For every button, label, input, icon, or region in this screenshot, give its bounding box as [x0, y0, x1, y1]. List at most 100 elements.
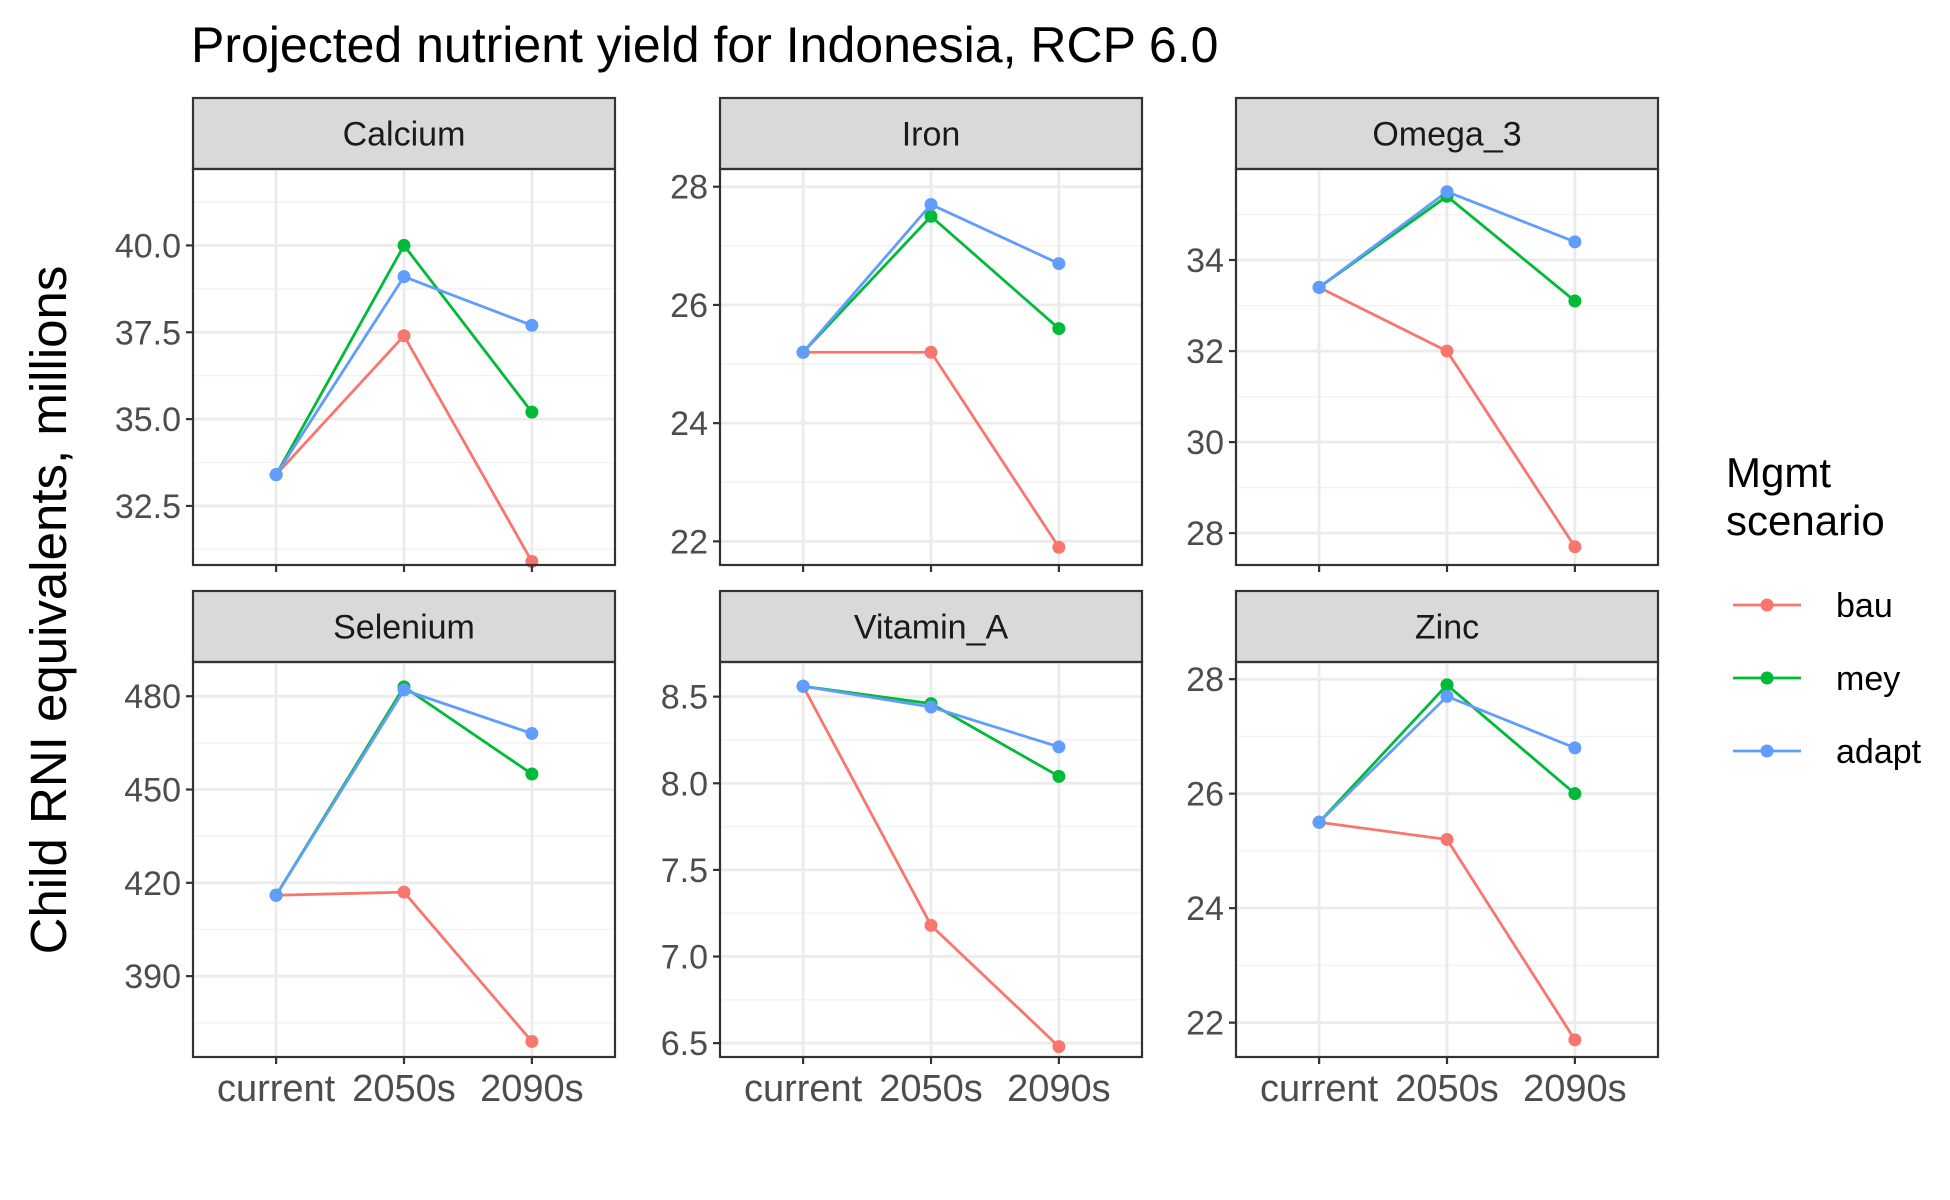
x-tick-label: 2090s: [1523, 1068, 1627, 1110]
facet-strip-label: Calcium: [343, 116, 466, 154]
y-tick-label: 28: [1186, 661, 1224, 699]
y-tick-label: 32: [1186, 333, 1224, 371]
y-tick-label: 26: [1186, 776, 1224, 814]
data-point-bau-2050s: [397, 329, 411, 343]
y-tick-label: 7.5: [661, 852, 708, 890]
legend-label-mey: mey: [1836, 660, 1900, 698]
y-axis-label: Child RNI equivalents, millions: [20, 266, 77, 955]
data-point-mey-2090s: [1052, 322, 1066, 336]
y-tick-label: 22: [1186, 1005, 1224, 1043]
facet-strip-label: Selenium: [333, 609, 475, 647]
x-tick-label: 2090s: [480, 1068, 584, 1110]
data-point-adapt-2090s: [1568, 741, 1582, 755]
y-tick-label: 8.0: [661, 765, 708, 803]
data-point-adapt-current: [796, 345, 810, 359]
data-point-bau-2050s: [397, 885, 411, 899]
facet-panel-iron: Iron 22 24 26 28: [670, 96, 1144, 572]
facet-strip: [191, 589, 617, 664]
facet-strip-label: Zinc: [1415, 609, 1479, 647]
facet-strip: [1234, 96, 1660, 171]
data-point-mey-2090s: [525, 405, 539, 419]
y-tick-label: 35.0: [115, 401, 181, 439]
y-tick-label: 450: [124, 772, 181, 810]
y-tick-label: 26: [670, 287, 708, 325]
data-point-adapt-current: [796, 679, 810, 693]
y-tick-label: 22: [670, 523, 708, 561]
y-tick-label: 420: [124, 865, 181, 903]
facet-panels: Calcium32.535.037.540.0Iron22242628Omega…: [115, 96, 1660, 1110]
data-point-adapt-2090s: [1568, 235, 1582, 249]
data-point-adapt-current: [1312, 280, 1326, 294]
facet-panel-omega_3: Omega_3 28 30 32 34: [1186, 96, 1660, 572]
data-point-bau-2050s: [1440, 832, 1454, 846]
y-tick-label: 32.5: [115, 488, 181, 526]
x-tick-label: 2090s: [1007, 1068, 1111, 1110]
x-tick-label: 2050s: [352, 1068, 456, 1110]
chart-title: Projected nutrient yield for Indonesia, …: [191, 17, 1218, 73]
legend-label-adapt: adapt: [1836, 733, 1922, 771]
data-point-adapt-2090s: [525, 727, 539, 741]
legend-key-point-adapt: [1760, 744, 1774, 758]
y-tick-label: 24: [1186, 890, 1224, 928]
facet-strip-label: Vitamin_A: [854, 609, 1009, 647]
y-tick-label: 40.0: [115, 227, 181, 265]
data-point-mey-2090s: [525, 767, 539, 781]
y-tick-label: 8.5: [661, 679, 708, 717]
data-point-bau-2090s: [1052, 540, 1066, 554]
data-point-adapt-2050s: [397, 683, 411, 697]
legend-key-point-mey: [1760, 671, 1774, 685]
x-tick-label: 2050s: [1395, 1068, 1499, 1110]
x-tick-label: current: [744, 1068, 863, 1110]
facet-panel-selenium: Selenium 390 420 450 480 current 2050s 2090s: [124, 589, 617, 1110]
y-tick-label: 7.0: [661, 939, 708, 977]
data-point-adapt-current: [1312, 815, 1326, 829]
data-point-adapt-2090s: [1052, 257, 1066, 271]
legend-label-bau: bau: [1836, 587, 1893, 625]
facet-strip: [191, 96, 617, 171]
data-point-adapt-2090s: [1052, 740, 1066, 754]
legend-title-line: scenario: [1726, 497, 1885, 544]
x-tick-label: current: [1260, 1068, 1379, 1110]
data-point-mey-2090s: [1568, 294, 1582, 308]
data-point-bau-2090s: [1568, 1033, 1582, 1047]
data-point-bau-2090s: [1568, 540, 1582, 554]
y-tick-label: 6.5: [661, 1025, 708, 1063]
facet-panel-calcium: Calcium 32.5 35.0 37.5 40.0: [115, 96, 617, 572]
y-tick-label: 480: [124, 678, 181, 716]
data-point-mey-2090s: [1052, 769, 1066, 783]
y-tick-label: 28: [1186, 515, 1224, 553]
facet-strip: [1234, 589, 1660, 664]
data-point-mey-2050s: [924, 209, 938, 223]
y-tick-label: 30: [1186, 424, 1224, 462]
y-tick-label: 24: [670, 405, 708, 443]
facet-strip-label: Iron: [902, 116, 961, 154]
data-point-adapt-2050s: [1440, 185, 1454, 199]
data-point-adapt-2090s: [525, 318, 539, 332]
x-tick-label: current: [217, 1068, 336, 1110]
data-point-mey-2050s: [1440, 678, 1454, 692]
y-tick-label: 28: [670, 169, 708, 207]
y-tick-label: 37.5: [115, 314, 181, 352]
facet-strip: [718, 96, 1144, 171]
y-tick-label: 390: [124, 958, 181, 996]
data-point-adapt-current: [269, 468, 283, 482]
data-point-mey-2090s: [1568, 787, 1582, 801]
data-point-bau-2090s: [525, 1034, 539, 1048]
x-tick-label: 2050s: [879, 1068, 983, 1110]
data-point-bau-2050s: [924, 345, 938, 359]
data-point-adapt-current: [269, 888, 283, 902]
y-tick-label: 34: [1186, 242, 1224, 280]
facet-strip-label: Omega_3: [1372, 116, 1521, 154]
data-point-adapt-2050s: [1440, 689, 1454, 703]
data-point-bau-2050s: [1440, 344, 1454, 358]
data-point-mey-2050s: [397, 238, 411, 252]
data-point-bau-2090s: [1052, 1040, 1066, 1054]
facet-panel-vitamin_a: Vitamin_A 6.5 7.0 7.5 8.0 8.5 current 2050s 2090…: [661, 589, 1144, 1110]
data-point-adapt-2050s: [924, 197, 938, 211]
facet-panel-zinc: Zinc 22 24 26 28 current 2050s 2090s: [1186, 589, 1660, 1110]
data-point-bau-2050s: [924, 918, 938, 932]
legend-key-point-bau: [1760, 598, 1774, 612]
data-point-adapt-2050s: [397, 270, 411, 284]
